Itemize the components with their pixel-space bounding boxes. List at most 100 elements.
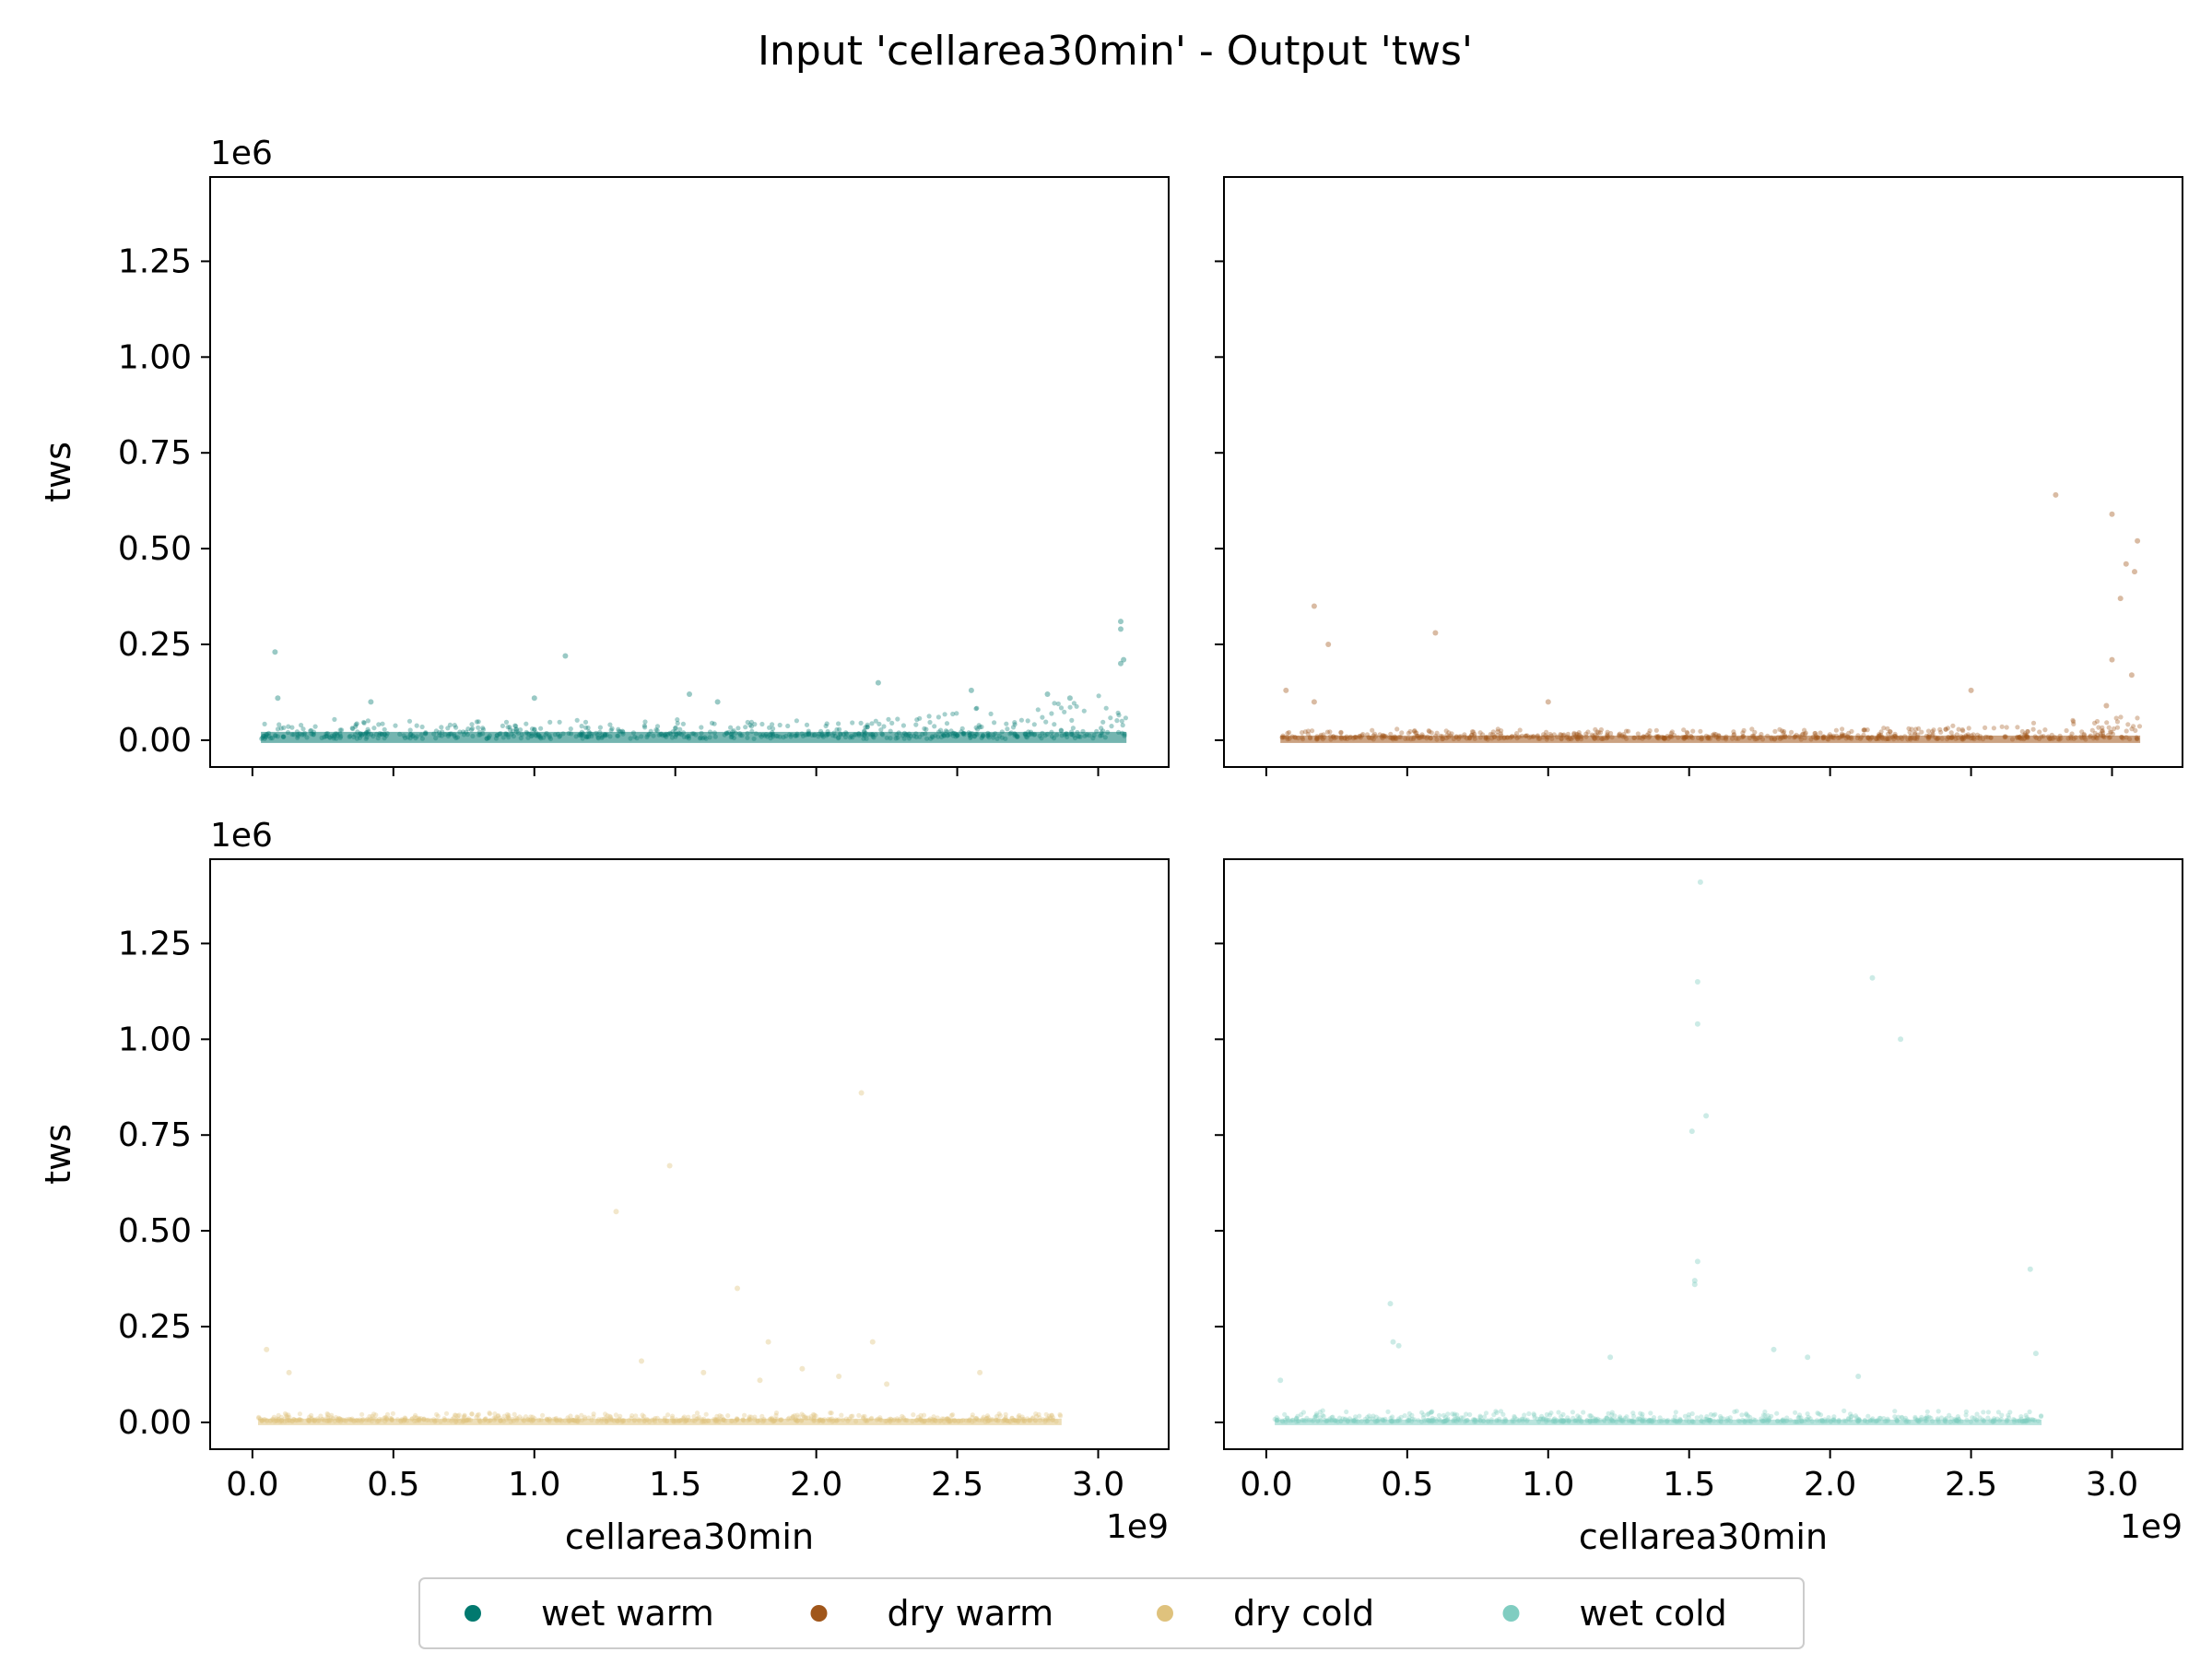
data-point xyxy=(1605,1415,1610,1422)
data-point xyxy=(1406,730,1411,736)
data-point xyxy=(950,711,956,717)
data-point xyxy=(462,1412,467,1418)
data-point xyxy=(1767,1415,1772,1421)
data-point xyxy=(1765,1413,1771,1419)
data-point xyxy=(1429,730,1434,736)
data-point xyxy=(1759,731,1764,738)
data-point xyxy=(329,1412,335,1418)
data-point xyxy=(1531,1411,1536,1417)
x-tick-label: 1.0 xyxy=(508,1466,560,1504)
panel-frame xyxy=(1223,858,2183,1450)
data-point xyxy=(677,726,683,732)
data-point xyxy=(1712,731,1717,737)
data-point xyxy=(1731,729,1736,735)
data-point xyxy=(869,721,875,726)
data-point xyxy=(641,1413,647,1420)
data-point xyxy=(777,722,782,728)
data-point xyxy=(839,1412,844,1418)
data-point xyxy=(1360,731,1366,738)
data-point xyxy=(973,706,979,712)
outlier-point xyxy=(2109,511,2115,517)
outlier-point xyxy=(714,699,721,705)
data-point xyxy=(512,723,518,728)
data-point xyxy=(574,717,580,723)
data-point xyxy=(1983,725,1988,731)
data-point xyxy=(1512,1415,1518,1421)
data-point xyxy=(1769,1413,1774,1419)
data-point xyxy=(1749,726,1755,732)
data-point xyxy=(1033,1411,1039,1417)
data-point xyxy=(1960,728,1966,734)
data-point xyxy=(1598,726,1604,733)
data-point xyxy=(1682,1413,1688,1419)
data-point xyxy=(517,1414,523,1420)
data-point xyxy=(1853,1415,1859,1421)
data-point xyxy=(1816,1411,1821,1417)
data-point xyxy=(1058,727,1064,733)
data-point xyxy=(538,726,544,731)
data-point xyxy=(307,1414,312,1420)
data-point xyxy=(942,712,947,717)
panel-frame xyxy=(209,176,1170,768)
data-point xyxy=(1017,1412,1022,1418)
data-point xyxy=(350,726,356,732)
data-point xyxy=(1762,1413,1768,1419)
data-point xyxy=(1449,731,1454,737)
outlier-point xyxy=(1311,603,1317,609)
data-point xyxy=(2096,725,2101,730)
data-point xyxy=(1517,727,1523,733)
data-point xyxy=(1945,726,1950,731)
data-point xyxy=(973,725,979,730)
y-tick-label: 0.50 xyxy=(118,1212,192,1250)
data-point xyxy=(337,727,343,733)
series-points xyxy=(256,1090,1064,1425)
data-point xyxy=(1282,1411,1288,1417)
data-point xyxy=(1317,1410,1323,1415)
panel-frame xyxy=(209,858,1170,1450)
data-point xyxy=(1878,729,1884,735)
data-point xyxy=(2079,729,2085,735)
data-point xyxy=(583,725,589,730)
data-point xyxy=(373,1412,379,1418)
data-point xyxy=(1916,726,1922,731)
data-point xyxy=(1443,728,1449,734)
data-point xyxy=(476,725,481,730)
data-point xyxy=(443,1410,450,1416)
legend-label: dry warm xyxy=(888,1593,1054,1634)
data-point xyxy=(284,1413,289,1420)
y-axis-label: tws xyxy=(38,442,78,502)
data-point xyxy=(2124,728,2129,734)
data-point xyxy=(287,1414,292,1420)
data-point xyxy=(414,723,419,728)
data-point xyxy=(453,1412,458,1418)
data-point xyxy=(1427,729,1432,735)
data-point xyxy=(2071,721,2077,727)
data-point xyxy=(2114,719,2121,725)
data-point xyxy=(1609,1412,1615,1418)
data-point xyxy=(858,720,864,726)
x-tick-label: 2.0 xyxy=(1804,1466,1856,1504)
data-point xyxy=(1320,1412,1325,1418)
data-point xyxy=(675,717,680,723)
data-point xyxy=(413,1412,418,1418)
data-point xyxy=(2125,722,2131,727)
data-point xyxy=(2100,725,2105,731)
data-point xyxy=(1892,731,1898,738)
data-point xyxy=(461,1414,466,1420)
data-point xyxy=(1631,1413,1637,1419)
data-point xyxy=(1846,730,1852,737)
data-point xyxy=(1595,730,1601,736)
data-point xyxy=(1906,726,1912,731)
data-point xyxy=(1321,1413,1326,1419)
data-point xyxy=(938,727,944,733)
data-point xyxy=(1585,729,1591,735)
data-point xyxy=(365,726,371,732)
data-point xyxy=(1849,728,1854,735)
data-point xyxy=(1907,729,1912,735)
data-point xyxy=(681,1414,688,1420)
data-point xyxy=(532,727,537,733)
data-point xyxy=(1903,1415,1909,1421)
outlier-point xyxy=(735,1285,740,1292)
data-point xyxy=(1074,703,1079,709)
data-point xyxy=(278,726,284,731)
